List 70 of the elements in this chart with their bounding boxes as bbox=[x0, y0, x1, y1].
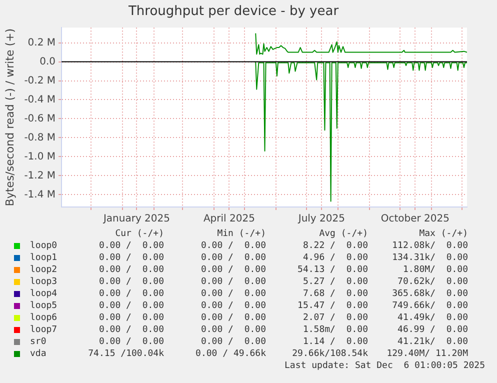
text: 7.68 / 0.00 bbox=[302, 288, 368, 300]
y-tick-label: 0.0 bbox=[40, 56, 56, 68]
x-tick-label: April 2025 bbox=[203, 214, 255, 225]
text: 0.00 / 0.00 bbox=[98, 276, 164, 288]
x-tick-label: January 2025 bbox=[102, 214, 170, 225]
legend-label: loop6 bbox=[30, 312, 58, 324]
legend-label: loop4 bbox=[30, 288, 58, 300]
y-tick-label: -0.6 M bbox=[24, 113, 56, 124]
text: 0.00 / 0.00 bbox=[200, 240, 266, 252]
legend-label: loop2 bbox=[30, 264, 58, 276]
text: Avg (-/+) bbox=[318, 228, 368, 240]
text: 74.15 /100.04k bbox=[88, 348, 164, 360]
text: 41.49k/ 0.00 bbox=[396, 312, 468, 324]
text: 0.00 / 0.00 bbox=[200, 252, 266, 264]
chart-title: Throughput per device - by year bbox=[127, 4, 340, 20]
text: 4.96 / 0.00 bbox=[302, 252, 368, 264]
text: 0.00 / 0.00 bbox=[200, 264, 266, 276]
text: 0.00 / 0.00 bbox=[98, 252, 164, 264]
text: 0.00 / 0.00 bbox=[98, 324, 164, 336]
text: 112.08k/ 0.00 bbox=[391, 240, 468, 252]
legend-label: loop5 bbox=[30, 300, 58, 312]
text: Min (-/+) bbox=[216, 228, 266, 240]
text: 54.13 / 0.00 bbox=[296, 264, 368, 276]
text: 1.14 / 0.00 bbox=[302, 336, 368, 348]
text: 0.00 / 0.00 bbox=[200, 288, 266, 300]
text: Max (-/+) bbox=[418, 228, 468, 240]
text: 46.99 / 0.00 bbox=[396, 324, 468, 336]
text: 1.80M/ 0.00 bbox=[402, 264, 468, 276]
text: 0.00 / 49.66k bbox=[194, 348, 266, 360]
text: 749.66k/ 0.00 bbox=[391, 300, 468, 312]
y-tick-label: -0.2 M bbox=[24, 75, 56, 86]
text: 1.58m/ 0.00 bbox=[302, 324, 368, 336]
text: 0.00 / 0.00 bbox=[200, 324, 266, 336]
text: 5.27 / 0.00 bbox=[302, 276, 368, 288]
y-tick-label: -0.8 M bbox=[24, 132, 56, 144]
legend-label: loop1 bbox=[30, 252, 58, 264]
y-tick-label: 0.2 M bbox=[28, 37, 56, 48]
text: 0.00 / 0.00 bbox=[200, 312, 266, 324]
x-tick-label: October 2025 bbox=[380, 214, 450, 225]
y-tick-label: -1.2 M bbox=[24, 170, 56, 182]
text: 0.00 / 0.00 bbox=[98, 336, 164, 348]
text: 0.00 / 0.00 bbox=[98, 240, 164, 252]
text: Cur (-/+) bbox=[114, 228, 164, 240]
text: 8.22 / 0.00 bbox=[302, 240, 368, 252]
legend-label: loop7 bbox=[30, 324, 58, 336]
legend-label: loop0 bbox=[30, 240, 58, 252]
text: 0.00 / 0.00 bbox=[98, 264, 164, 276]
text: 0.00 / 0.00 bbox=[98, 300, 164, 312]
y-tick-label: -1.0 M bbox=[24, 151, 56, 162]
text: 134.31k/ 0.00 bbox=[391, 252, 468, 264]
x-tick-label: July 2025 bbox=[297, 214, 345, 225]
legend-label: vda bbox=[30, 348, 48, 360]
text: 70.62k/ 0.00 bbox=[396, 276, 468, 288]
text: 0.00 / 0.00 bbox=[98, 312, 164, 324]
text: 15.47 / 0.00 bbox=[296, 300, 368, 312]
y-tick-label: -1.4 M bbox=[24, 189, 56, 200]
text: 41.21k/ 0.00 bbox=[396, 336, 468, 348]
text: Last update: Sat Dec 6 01:00:05 2025 bbox=[284, 360, 485, 372]
text: 0.00 / 0.00 bbox=[200, 300, 266, 312]
text: 0.00 / 0.00 bbox=[200, 336, 266, 348]
text: 0.00 / 0.00 bbox=[98, 288, 164, 300]
legend-label: loop3 bbox=[30, 276, 58, 288]
text: 365.68k/ 0.00 bbox=[391, 288, 468, 300]
legend-label: sr0 bbox=[30, 336, 48, 348]
text: 29.66k/108.54k bbox=[291, 348, 368, 360]
text: 129.40M/ 11.20M bbox=[386, 348, 468, 360]
y-axis-title: Bytes/second read (-) / write (+) bbox=[3, 28, 16, 206]
y-tick-label: -0.4 M bbox=[24, 94, 56, 106]
text: 0.00 / 0.00 bbox=[200, 276, 266, 288]
text: 2.07 / 0.00 bbox=[302, 312, 368, 324]
